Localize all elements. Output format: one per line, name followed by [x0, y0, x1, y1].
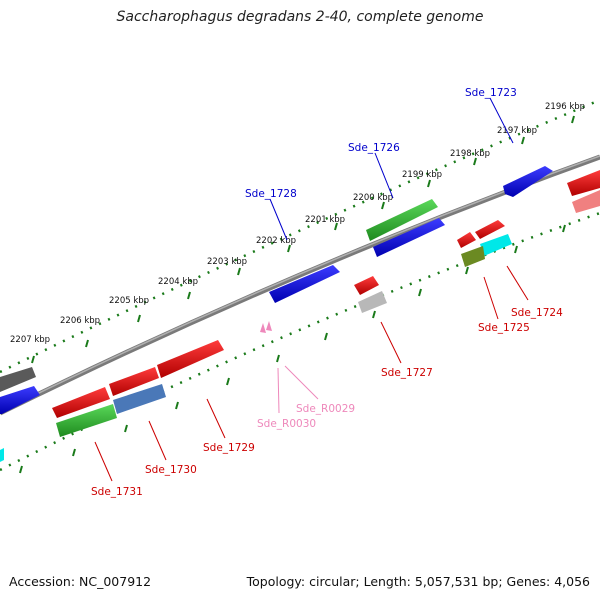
outer-ruler-ticks [31, 115, 575, 364]
gene-arrow-gray-left[interactable] [0, 367, 36, 392]
forward-genes[interactable] [0, 166, 600, 414]
ruler-label: 2206 kbp [60, 316, 100, 326]
ruler-label: 2200 kbp [353, 193, 393, 203]
leader-sde-1728 [269, 198, 288, 241]
reverse-genes[interactable] [0, 190, 600, 462]
gene-arrow-sde-1727-gray[interactable] [358, 291, 387, 313]
gene-arrow-sde-1728[interactable] [269, 265, 340, 303]
gene-label-sde-1730[interactable]: Sde_1730 [145, 464, 197, 476]
rna-mark-sde-r0029[interactable] [266, 321, 272, 331]
genome-summary-text: Topology: circular; Length: 5,057,531 bp… [246, 574, 590, 589]
ruler-label: 2196 kbp [545, 102, 585, 112]
gene-arrow-sde-1731-red[interactable] [52, 387, 110, 418]
gene-arrow-sde-1731[interactable] [56, 404, 117, 437]
leader-sde-1726 [374, 152, 394, 199]
gene-arrow-sde-1723[interactable] [503, 166, 553, 197]
leader-sde-1727 [380, 321, 402, 364]
gene-arrow-sde-1730-red[interactable] [109, 367, 159, 396]
leader-sde-1725 [483, 276, 499, 320]
inner-ruler-ticks [19, 224, 566, 474]
gene-arrow-cyan-left[interactable] [0, 448, 4, 462]
gene-label-sde-1727[interactable]: Sde_1727 [381, 367, 433, 379]
gene-label-sde-1725[interactable]: Sde_1725 [478, 322, 530, 334]
gene-label-sde-1729[interactable]: Sde_1729 [203, 442, 255, 454]
accession-text: Accession: NC_007912 [9, 574, 152, 589]
gene-label-sde-1728[interactable]: Sde_1728 [245, 188, 297, 200]
leader-sde-1729 [206, 398, 226, 439]
gene-label-sde-1731[interactable]: Sde_1731 [91, 486, 143, 498]
gene-arrow-sde-1727[interactable] [354, 276, 379, 295]
leader-sde-1731 [94, 441, 113, 482]
gene-arrow-sde-1726-green[interactable] [366, 199, 438, 241]
ruler-label: 2201 kbp [305, 215, 345, 225]
ruler-label: 2199 kbp [402, 170, 442, 180]
outer-ruler [0, 98, 600, 374]
ruler-label: 2202 kbp [256, 236, 296, 246]
leader-sde-1723 [489, 97, 514, 144]
leader-sde-r0029 [284, 365, 319, 400]
ruler-label: 2207 kbp [10, 335, 50, 345]
gene-arrow-red-right[interactable] [567, 170, 600, 196]
ruler-label: 2203 kbp [207, 257, 247, 267]
leader-sde-1730 [148, 420, 167, 461]
gene-arrow-pink-right[interactable] [572, 190, 600, 213]
leader-sde-1724 [506, 265, 529, 301]
gene-arrow-blue-left[interactable] [0, 386, 40, 414]
gene-arrow-sde-1729[interactable] [157, 340, 224, 378]
gene-arrow-sde-1725-cyan[interactable] [480, 234, 512, 256]
leader-sde-r0030 [277, 367, 280, 414]
ruler-label: 2204 kbp [158, 277, 198, 287]
ruler-label: 2198 kbp [450, 149, 490, 159]
rna-mark-sde-r0030[interactable] [260, 323, 266, 333]
gene-label-sde-1723[interactable]: Sde_1723 [465, 87, 517, 99]
ruler-label: 2205 kbp [109, 296, 149, 306]
gene-label-sde-r0030[interactable]: Sde_R0030 [257, 418, 316, 430]
gene-arrow-sde-1725-olive[interactable] [461, 246, 485, 267]
gene-arrow-sde-1730[interactable] [113, 384, 166, 414]
inner-ruler [0, 211, 600, 472]
ruler-label: 2197 kbp [497, 126, 537, 136]
gene-label-sde-r0029[interactable]: Sde_R0029 [296, 403, 355, 415]
gene-label-sde-1726[interactable]: Sde_1726 [348, 142, 400, 154]
gene-arrow-sde-1724-small[interactable] [457, 232, 476, 248]
gene-arrow-sde-1724[interactable] [475, 220, 505, 239]
gene-arrow-sde-1726[interactable] [373, 218, 445, 257]
map-title: Saccharophagus degradans 2-40, complete … [116, 9, 484, 25]
gene-label-sde-1724[interactable]: Sde_1724 [511, 307, 563, 319]
